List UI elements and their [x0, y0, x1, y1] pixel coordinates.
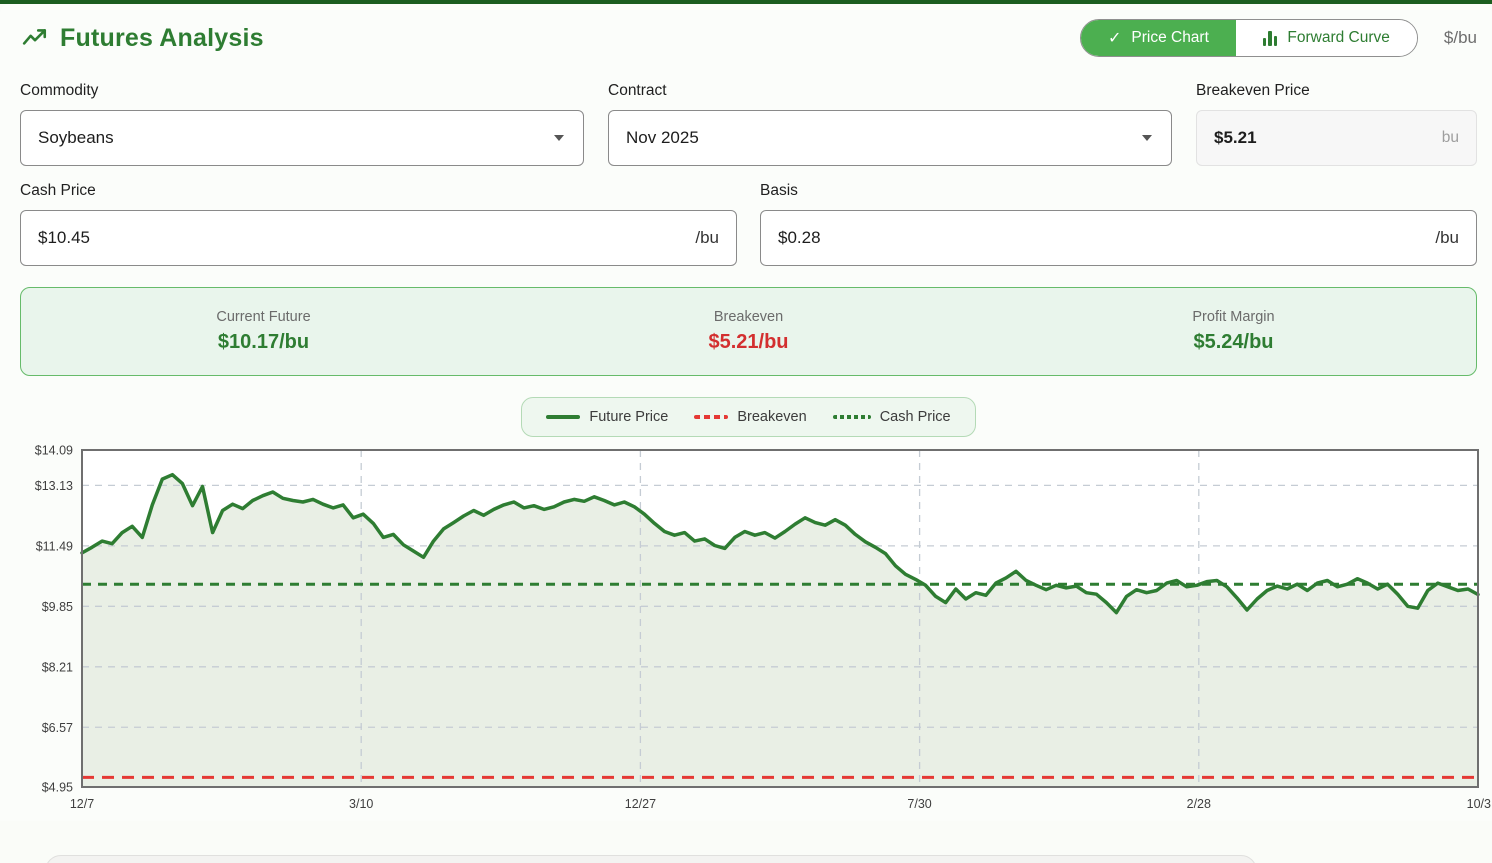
- page-title: Futures Analysis: [60, 23, 264, 52]
- price-chart-toggle-label: Price Chart: [1131, 29, 1209, 46]
- chevron-down-icon: [554, 135, 564, 141]
- unit-label: $/bu: [1443, 28, 1477, 47]
- commodity-value: Soybeans: [38, 128, 114, 147]
- future-price-line-icon: [546, 415, 581, 419]
- chevron-down-icon: [1142, 135, 1152, 141]
- check-icon: ✓: [1107, 30, 1122, 47]
- contract-field: Contract Nov 2025: [608, 82, 1172, 166]
- cash-price-suffix: /bu: [695, 228, 719, 247]
- svg-text:$9.85: $9.85: [42, 600, 73, 614]
- commodity-select[interactable]: Soybeans: [20, 110, 584, 166]
- svg-text:$14.09: $14.09: [35, 444, 73, 458]
- contract-value: Nov 2025: [626, 128, 699, 147]
- svg-text:$4.95: $4.95: [42, 781, 73, 795]
- profit-margin-label: Profit Margin: [1192, 309, 1275, 325]
- current-future-label: Current Future: [216, 309, 311, 325]
- futures-analysis-page: Futures Analysis ✓ Price Chart Forward C…: [0, 4, 1492, 821]
- breakeven-price-suffix: bu: [1441, 129, 1459, 146]
- forward-curve-toggle-label: Forward Curve: [1287, 29, 1390, 46]
- forward-curve-toggle[interactable]: Forward Curve: [1235, 20, 1417, 56]
- commodity-field: Commodity Soybeans: [20, 82, 584, 166]
- price-chart[interactable]: $14.09 $13.13 $11.49 $9.85 $8.21 $6.57 $4.95 12…: [0, 444, 1492, 821]
- cash-price-line-icon: [832, 415, 871, 419]
- breakeven-price-field: Breakeven Price $5.21 bu: [1196, 82, 1477, 166]
- svg-text:$11.49: $11.49: [36, 539, 73, 553]
- cash-price-value: $10.45: [38, 228, 90, 247]
- basis-value: $0.28: [778, 228, 821, 247]
- breakeven-price-input[interactable]: $5.21 bu: [1196, 110, 1477, 166]
- basis-suffix: /bu: [1435, 228, 1459, 247]
- cash-price-label: Cash Price: [20, 182, 96, 199]
- basis-input[interactable]: $0.28 /bu: [760, 210, 1477, 266]
- legend-item-breakeven: Breakeven: [694, 409, 807, 425]
- contract-select[interactable]: Nov 2025: [608, 110, 1172, 166]
- legend-future-price-label: Future Price: [589, 409, 669, 425]
- svg-text:$8.21: $8.21: [42, 660, 73, 674]
- legend-item-future-price: Future Price: [546, 409, 668, 425]
- svg-text:12/7: 12/7: [70, 797, 94, 811]
- legend-cash-price-label: Cash Price: [879, 409, 951, 425]
- basis-label: Basis: [760, 182, 798, 199]
- breakeven-price-label: Breakeven Price: [1196, 82, 1310, 99]
- svg-text:10/3: 10/3: [1467, 797, 1491, 811]
- svg-text:$13.13: $13.13: [35, 479, 73, 493]
- trending-up-icon: [22, 27, 48, 49]
- bar-chart-icon: [1262, 30, 1278, 46]
- profit-margin-summary: Profit Margin $5.24/bu: [991, 309, 1476, 354]
- price-chart-canvas[interactable]: $14.09 $13.13 $11.49 $9.85 $8.21 $6.57 $4.95 12…: [0, 444, 1492, 816]
- breakeven-line-icon: [694, 415, 729, 419]
- breakeven-summary: Breakeven $5.21/bu: [506, 309, 991, 354]
- legend-breakeven-label: Breakeven: [737, 409, 807, 425]
- legend-item-cash-price: Cash Price: [832, 409, 951, 425]
- breakeven-price-value: $5.21: [1214, 128, 1257, 147]
- svg-text:7/30: 7/30: [907, 797, 931, 811]
- form-row-1: Commodity Soybeans Contract Nov 2025 Bre…: [20, 82, 1477, 166]
- profit-margin-value: $5.24/bu: [1193, 331, 1274, 353]
- bottom-card-partial: [45, 855, 1257, 863]
- svg-text:2/28: 2/28: [1187, 797, 1211, 811]
- current-future-summary: Current Future $10.17/bu: [21, 309, 506, 354]
- cash-price-input[interactable]: $10.45 /bu: [20, 210, 737, 266]
- svg-text:$6.57: $6.57: [42, 721, 73, 735]
- summary-banner: Current Future $10.17/bu Breakeven $5.21…: [20, 287, 1477, 376]
- svg-text:3/10: 3/10: [349, 797, 373, 811]
- chart-legend: Future Price Breakeven Cash Price: [521, 397, 976, 437]
- page-header: Futures Analysis ✓ Price Chart Forward C…: [20, 4, 1477, 68]
- current-future-value: $10.17/bu: [217, 331, 310, 353]
- form-row-2: Cash Price $10.45 /bu Basis $0.28 /bu: [20, 182, 1477, 266]
- cash-price-field: Cash Price $10.45 /bu: [20, 182, 737, 266]
- price-chart-toggle[interactable]: ✓ Price Chart: [1080, 20, 1236, 56]
- commodity-label: Commodity: [20, 82, 99, 99]
- breakeven-summary-label: Breakeven: [713, 309, 784, 325]
- view-toggle-group: ✓ Price Chart Forward Curve: [1079, 19, 1418, 57]
- breakeven-summary-value: $5.21/bu: [708, 331, 789, 353]
- basis-field: Basis $0.28 /bu: [760, 182, 1477, 266]
- contract-label: Contract: [608, 82, 667, 99]
- svg-text:12/27: 12/27: [625, 797, 656, 811]
- top-accent-bar: [0, 0, 1492, 4]
